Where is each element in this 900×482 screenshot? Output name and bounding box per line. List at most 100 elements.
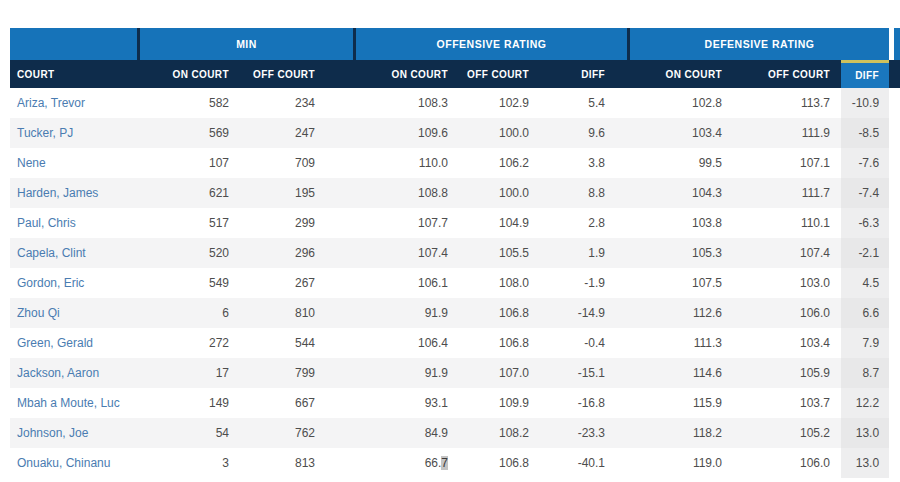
stat-value: -40.1 xyxy=(549,448,627,478)
group-header-next-cutoff xyxy=(889,28,900,60)
stat-value: 110.1 xyxy=(749,208,841,238)
player-link[interactable]: Tucker, PJ xyxy=(17,126,73,140)
stat-value: 107.4 xyxy=(749,238,841,268)
stat-value: 109.6 xyxy=(353,118,459,148)
stat-value: 267 xyxy=(240,268,353,298)
player-link[interactable]: Nene xyxy=(17,156,46,170)
player-link[interactable]: Green, Gerald xyxy=(17,336,93,350)
stat-value: 110.0 xyxy=(353,148,459,178)
stat-value: 105.9 xyxy=(749,358,841,388)
stat-value: -23.3 xyxy=(549,418,627,448)
player-link[interactable]: Johnson, Joe xyxy=(17,426,88,440)
group-header-offensive-rating: OFFENSIVE RATING xyxy=(353,28,627,60)
col-header-defrtg-diff-sorted[interactable]: DIFF xyxy=(841,60,889,88)
stat-value: 114.6 xyxy=(627,358,749,388)
stat-value: 107.0 xyxy=(459,358,549,388)
col-header-min-on-court[interactable]: ON COURT xyxy=(137,60,240,88)
table-row: Tucker, PJ 569247109.6100.09.6103.4111.9… xyxy=(10,118,900,148)
row-overflow-cell xyxy=(889,238,900,268)
player-link[interactable]: Paul, Chris xyxy=(17,216,76,230)
col-header-next-cutoff xyxy=(889,60,900,88)
player-link[interactable]: Ariza, Trevor xyxy=(17,96,85,110)
group-header-player xyxy=(10,28,137,60)
stat-value: 762 xyxy=(240,418,353,448)
player-cell: Paul, Chris xyxy=(10,208,137,238)
player-link[interactable]: Zhou Qi xyxy=(17,306,60,320)
player-link[interactable]: Capela, Clint xyxy=(17,246,86,260)
stat-value: 107.4 xyxy=(353,238,459,268)
stat-value: -0.4 xyxy=(549,328,627,358)
stat-value: 103.4 xyxy=(627,118,749,148)
stat-value: 119.0 xyxy=(627,448,749,478)
row-overflow-cell xyxy=(889,88,900,118)
table-row: Onuaku, Chinanu 381366.7106.8-40.1119.01… xyxy=(10,448,900,478)
stat-value: 8.7 xyxy=(841,358,889,388)
stat-value: 3.8 xyxy=(549,148,627,178)
stat-value: 84.9 xyxy=(353,418,459,448)
table-row: Mbah a Moute, Luc 14966793.1109.9-16.811… xyxy=(10,388,900,418)
stat-value: 517 xyxy=(137,208,240,238)
player-link[interactable]: Gordon, Eric xyxy=(17,276,84,290)
group-header-min: MIN xyxy=(137,28,353,60)
row-overflow-cell xyxy=(889,448,900,478)
player-cell: Ariza, Trevor xyxy=(10,88,137,118)
stat-value: 100.0 xyxy=(459,118,549,148)
row-overflow-cell xyxy=(889,268,900,298)
row-overflow-cell xyxy=(889,118,900,148)
player-link[interactable]: Harden, James xyxy=(17,186,98,200)
stat-value: 4.5 xyxy=(841,268,889,298)
stats-table: MIN OFFENSIVE RATING DEFENSIVE RATING CO… xyxy=(10,28,900,478)
stat-value: 3 xyxy=(137,448,240,478)
stat-value: 103.8 xyxy=(627,208,749,238)
stat-value: -16.8 xyxy=(549,388,627,418)
stat-value: 103.4 xyxy=(749,328,841,358)
stat-value: -1.9 xyxy=(549,268,627,298)
stat-value: 13.0 xyxy=(841,448,889,478)
stat-value: -2.1 xyxy=(841,238,889,268)
player-cell: Jackson, Aaron xyxy=(10,358,137,388)
row-overflow-cell xyxy=(889,148,900,178)
stat-value: 111.7 xyxy=(749,178,841,208)
player-link[interactable]: Jackson, Aaron xyxy=(17,366,99,380)
col-header-min-off-court[interactable]: OFF COURT xyxy=(240,60,353,88)
stat-value: 111.9 xyxy=(749,118,841,148)
stat-value: 109.9 xyxy=(459,388,549,418)
stat-value: 106.0 xyxy=(749,448,841,478)
table-row: Green, Gerald 272544106.4106.8-0.4111.31… xyxy=(10,328,900,358)
stat-value: 106.1 xyxy=(353,268,459,298)
stat-value: 106.0 xyxy=(749,298,841,328)
player-link[interactable]: Onuaku, Chinanu xyxy=(17,456,110,470)
stat-value: 17 xyxy=(137,358,240,388)
stat-value: 234 xyxy=(240,88,353,118)
stat-value: 12.2 xyxy=(841,388,889,418)
stat-value: 105.2 xyxy=(749,418,841,448)
stat-value: 296 xyxy=(240,238,353,268)
stat-value: 106.2 xyxy=(459,148,549,178)
stat-value: 104.9 xyxy=(459,208,549,238)
stat-value: 272 xyxy=(137,328,240,358)
col-header-defrtg-off-court[interactable]: OFF COURT xyxy=(749,60,841,88)
stat-value: 6.6 xyxy=(841,298,889,328)
stat-value: 91.9 xyxy=(353,298,459,328)
stat-value: 115.9 xyxy=(627,388,749,418)
row-overflow-cell xyxy=(889,328,900,358)
column-header-row: COURT ON COURT OFF COURT ON COURT OFF CO… xyxy=(10,60,900,88)
stat-value: 247 xyxy=(240,118,353,148)
stat-value: 108.8 xyxy=(353,178,459,208)
stat-value: 1.9 xyxy=(549,238,627,268)
col-header-offrtg-off-court[interactable]: OFF COURT xyxy=(459,60,549,88)
stat-value: 8.8 xyxy=(549,178,627,208)
col-header-defrtg-on-court[interactable]: ON COURT xyxy=(627,60,749,88)
player-cell: Gordon, Eric xyxy=(10,268,137,298)
player-link[interactable]: Mbah a Moute, Luc xyxy=(17,396,120,410)
stat-value: 106.8 xyxy=(459,448,549,478)
on-off-court-stats-table: MIN OFFENSIVE RATING DEFENSIVE RATING CO… xyxy=(10,28,900,482)
col-header-offrtg-on-court[interactable]: ON COURT xyxy=(353,60,459,88)
row-overflow-cell xyxy=(889,388,900,418)
stat-value: 112.6 xyxy=(627,298,749,328)
player-cell: Nene xyxy=(10,148,137,178)
col-header-offrtg-diff[interactable]: DIFF xyxy=(549,60,627,88)
stat-value: 7.9 xyxy=(841,328,889,358)
col-header-court[interactable]: COURT xyxy=(10,60,137,88)
stat-value: 113.7 xyxy=(749,88,841,118)
